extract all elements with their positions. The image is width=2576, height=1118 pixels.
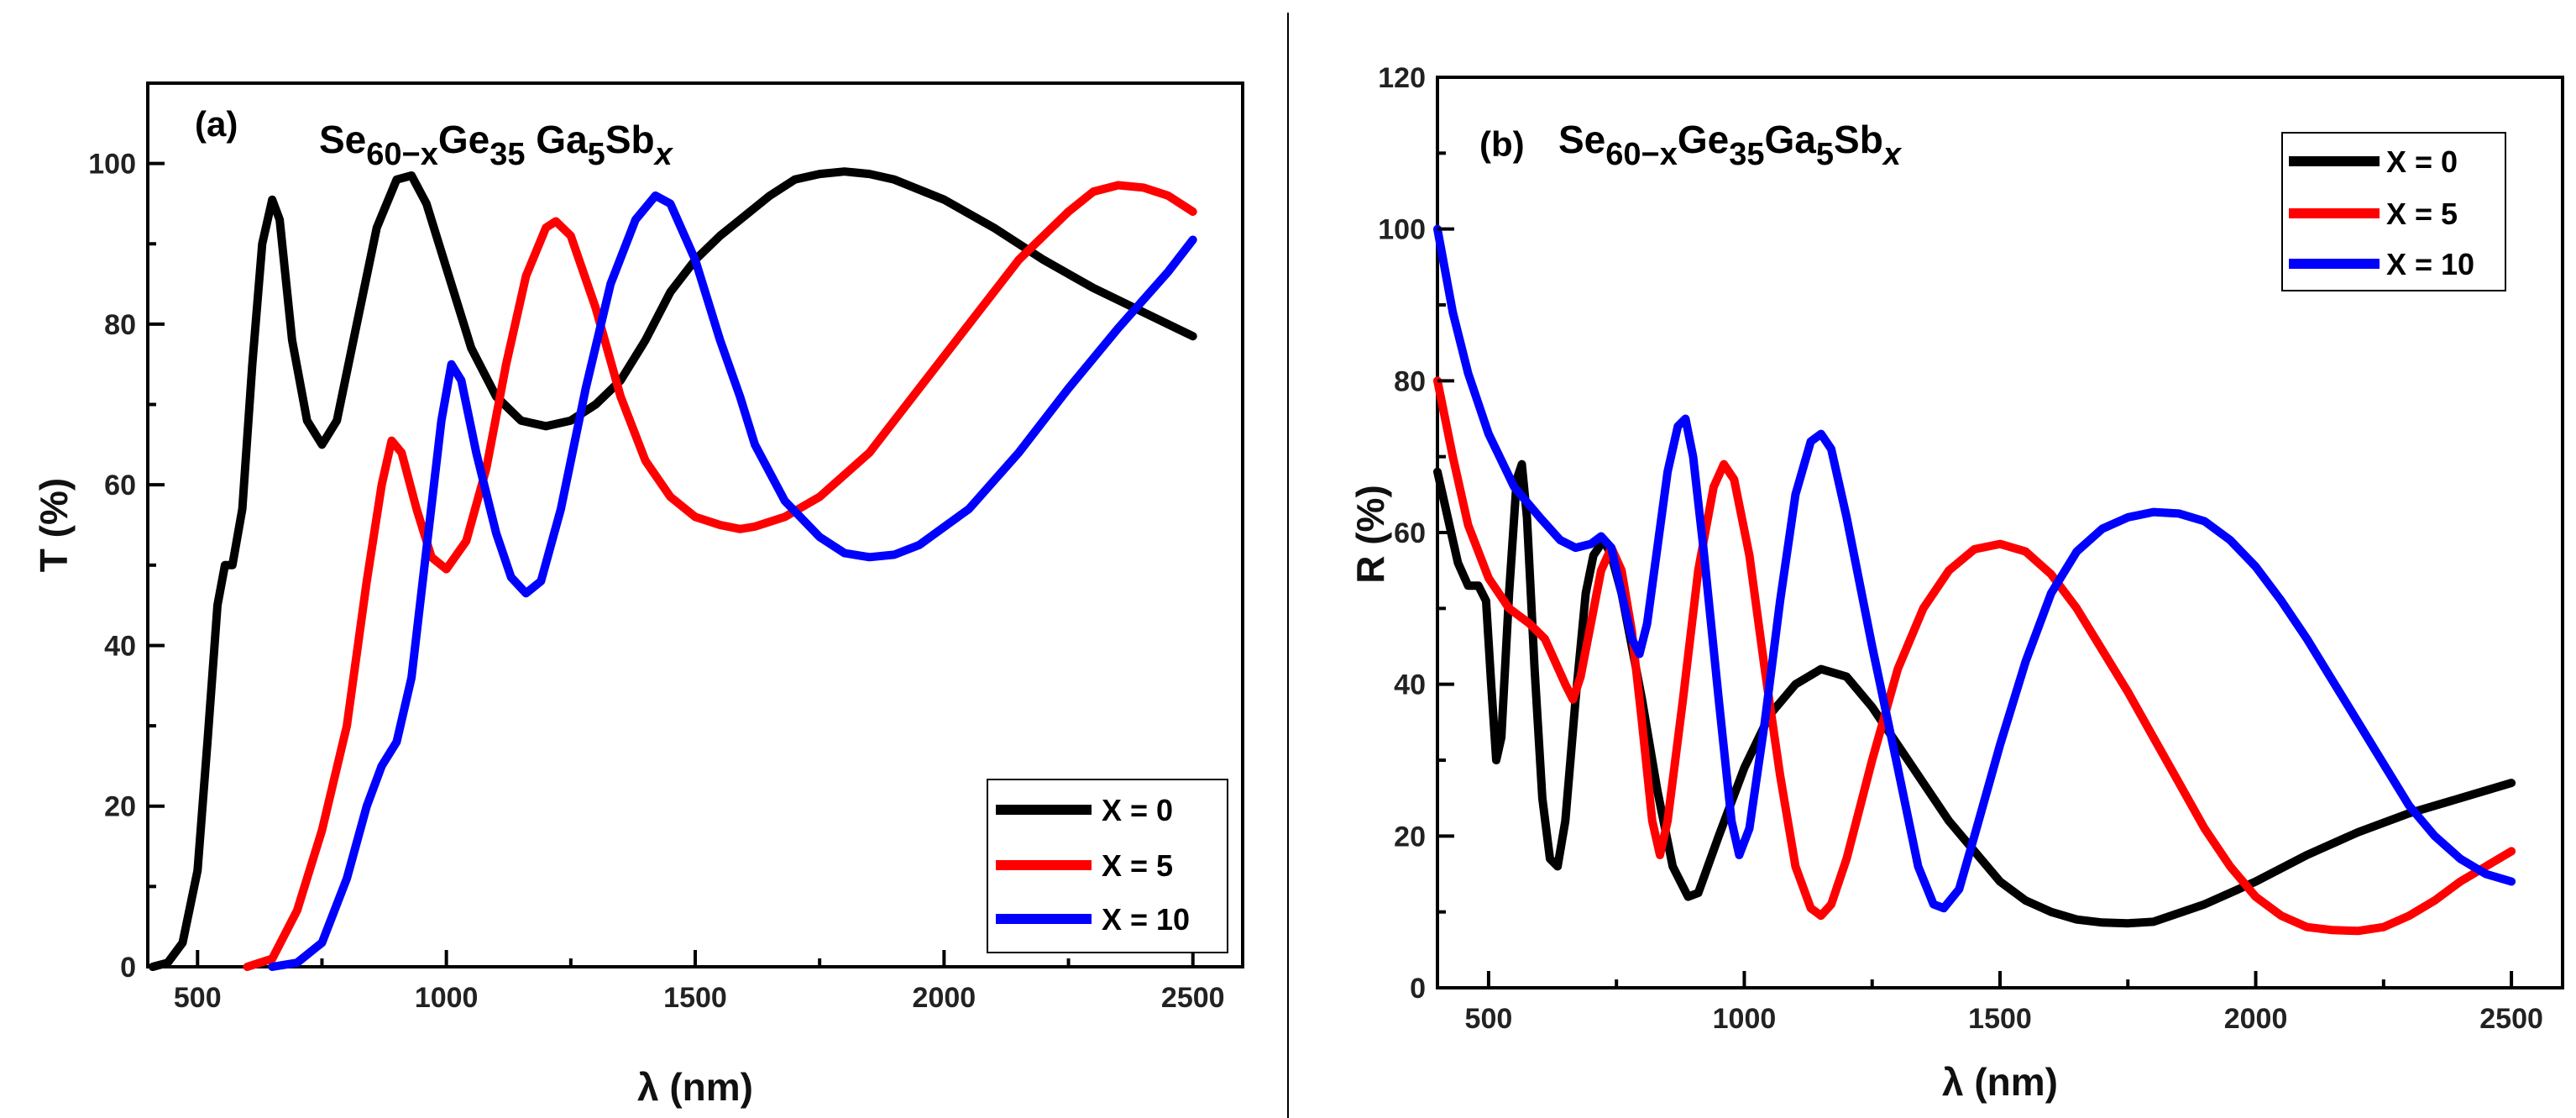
panel-a-x-tick-label: 1500 xyxy=(663,982,727,1014)
panel-a-formula-title: Se60−xGe35 Ga5Sbx xyxy=(319,118,674,172)
panel-a-y-tick-label: 60 xyxy=(104,470,136,501)
panel-a-legend-label-x5: X = 5 xyxy=(1102,848,1173,883)
panel-a-label: (a) xyxy=(195,104,238,144)
panel-a-y-tick-label: 0 xyxy=(120,952,136,984)
panel-a-y-tick-label: 80 xyxy=(104,309,136,341)
panel-b-series-x0-line xyxy=(1433,459,2516,928)
panel-b-label: (b) xyxy=(1479,124,1525,164)
panel-b-series-x5-line xyxy=(1433,376,2516,936)
panel-a-y-tick-label: 40 xyxy=(104,630,136,662)
panel-b-series-layer xyxy=(1433,224,2516,936)
panel-b-y-tick-label: 20 xyxy=(1394,821,1426,853)
panel-b: 500 1000 1500 2000 2500 0 20 40 60 80 100 120 (b) S… xyxy=(1348,62,2564,1104)
panel-a-legend-label-x10: X = 10 xyxy=(1102,902,1190,937)
panel-b-y-tick-label: 80 xyxy=(1394,365,1426,397)
panel-a-y-axis-label: T (%) xyxy=(32,478,76,572)
panel-b-formula-title: Se60−xGe35Ga5Sbx xyxy=(1558,118,1903,172)
panel-a-ticks-layer: 500 1000 1500 2000 2500 0 20 40 60 80 100 xyxy=(88,149,1224,1014)
panel-b-x-tick-label: 2000 xyxy=(2224,1003,2288,1035)
panel-a-y-tick-label: 100 xyxy=(88,149,136,181)
panel-b-legend-label-x10: X = 10 xyxy=(2386,247,2474,281)
panel-a-y-tick-label: 20 xyxy=(104,791,136,823)
panel-a-x-tick-label: 2000 xyxy=(913,982,976,1014)
panel-b-x-tick-label: 1500 xyxy=(1968,1003,2032,1035)
panel-a-x-tick-label: 500 xyxy=(174,982,222,1014)
panel-a-legend-label-x0: X = 0 xyxy=(1102,793,1173,827)
panel-a-legend: X = 0 X = 5 X = 10 xyxy=(987,779,1228,953)
panel-b-x-tick-label: 1000 xyxy=(1713,1003,1777,1035)
panel-b-y-tick-label: 0 xyxy=(1410,973,1426,1005)
panel-b-x-tick-label: 500 xyxy=(1465,1003,1513,1035)
panel-b-y-axis-label: R (%) xyxy=(1348,485,1392,584)
panel-a-series-layer xyxy=(148,167,1197,971)
panel-b-ticks-layer: 500 1000 1500 2000 2500 0 20 40 60 80 100 120 xyxy=(1378,62,2543,1035)
panel-b-legend-label-x0: X = 0 xyxy=(2386,144,2458,179)
panel-b-y-tick-label: 120 xyxy=(1378,62,1426,94)
panel-a-series-x10-line xyxy=(268,191,1197,971)
panel-b-legend: X = 0 X = 5 X = 10 xyxy=(2281,132,2506,291)
panel-a-x-tick-label: 2500 xyxy=(1161,982,1225,1014)
panel-b-legend-label-x5: X = 5 xyxy=(2386,197,2458,231)
panel-b-y-tick-label: 60 xyxy=(1394,517,1426,549)
panel-b-series-x10-line xyxy=(1433,224,2516,913)
panel-a-x-tick-label: 1000 xyxy=(415,982,479,1014)
panel-b-x-axis-label: λ (nm) xyxy=(1942,1060,2058,1104)
panel-b-y-tick-label: 40 xyxy=(1394,669,1426,701)
panel-a-x-axis-label: λ (nm) xyxy=(637,1065,753,1109)
panel-b-y-tick-label: 100 xyxy=(1378,214,1426,246)
panel-a: 500 1000 1500 2000 2500 0 20 40 60 80 100 (a) Se60… xyxy=(32,81,1244,1109)
panel-b-x-tick-label: 2500 xyxy=(2479,1003,2543,1035)
panel-a-series-x0-line xyxy=(148,167,1197,971)
panel-a-series-x5-line xyxy=(243,181,1197,971)
